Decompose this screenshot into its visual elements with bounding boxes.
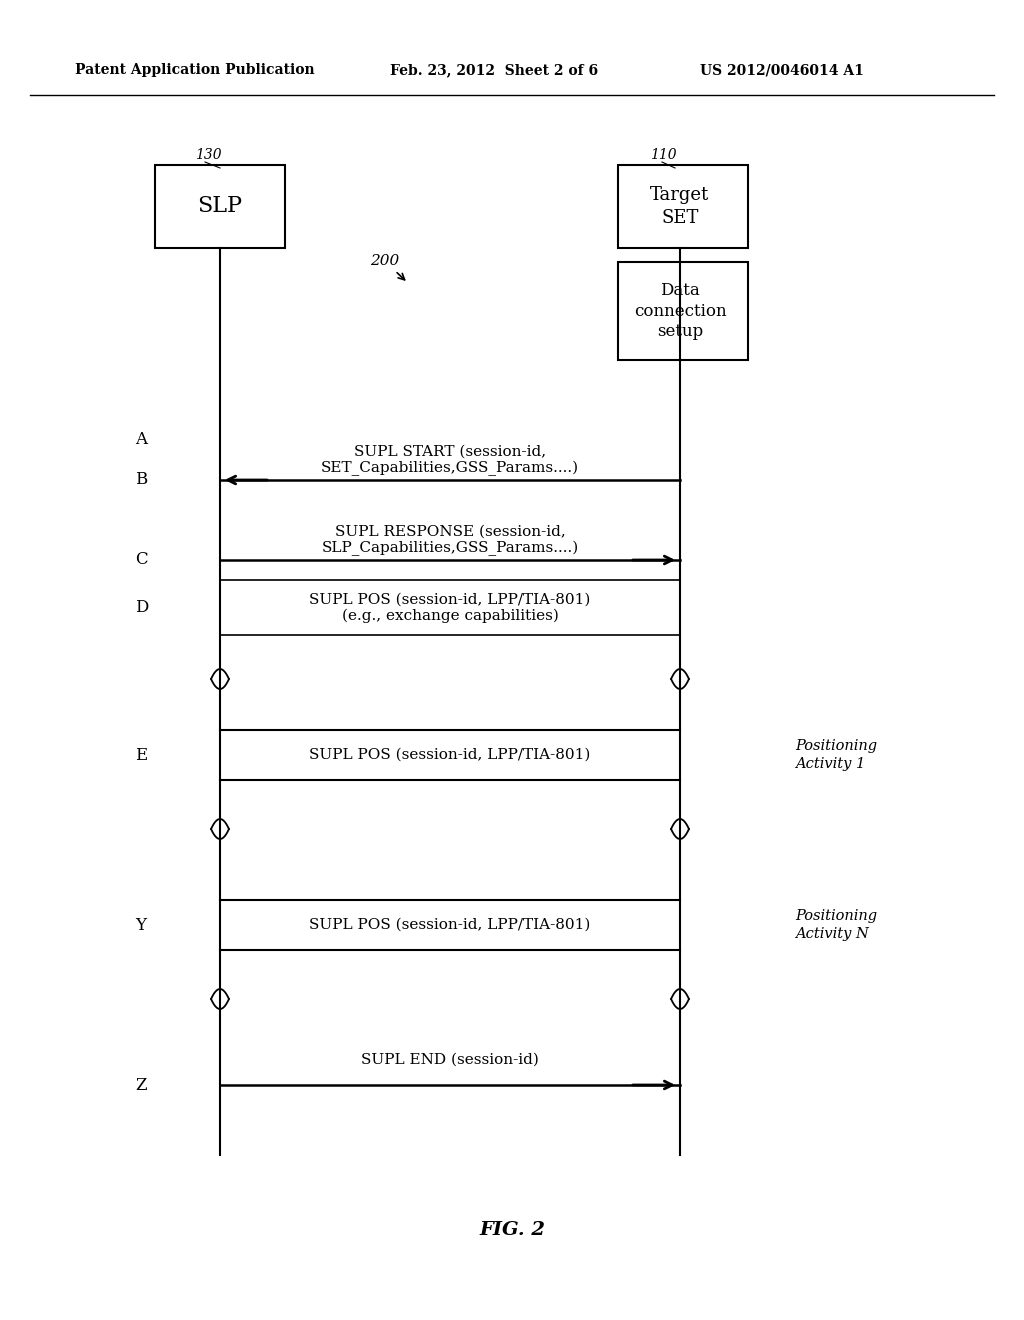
Text: Y: Y: [135, 916, 146, 933]
Text: Positioning
Activity N: Positioning Activity N: [795, 909, 878, 941]
Text: 200: 200: [370, 253, 404, 280]
Text: Data
connection
setup: Data connection setup: [634, 281, 726, 341]
Text: Target
SET: Target SET: [650, 186, 710, 227]
Text: SLP: SLP: [198, 195, 243, 218]
Text: SUPL POS (session-id, LPP/TIA-801): SUPL POS (session-id, LPP/TIA-801): [309, 748, 591, 762]
Text: Patent Application Publication: Patent Application Publication: [75, 63, 314, 77]
Text: (e.g., exchange capabilities): (e.g., exchange capabilities): [342, 609, 558, 623]
Text: A: A: [135, 432, 147, 449]
Bar: [155, 165, 285, 248]
Text: SUPL RESPONSE (session-id,: SUPL RESPONSE (session-id,: [335, 525, 565, 539]
Text: Z: Z: [135, 1077, 146, 1093]
Text: D: D: [135, 599, 148, 616]
Text: C: C: [135, 552, 147, 569]
Text: E: E: [135, 747, 147, 763]
Text: SUPL END (session-id): SUPL END (session-id): [361, 1053, 539, 1067]
Text: B: B: [135, 471, 147, 488]
Bar: [618, 261, 748, 360]
Text: Feb. 23, 2012  Sheet 2 of 6: Feb. 23, 2012 Sheet 2 of 6: [390, 63, 598, 77]
Text: 110: 110: [650, 148, 677, 162]
Text: US 2012/0046014 A1: US 2012/0046014 A1: [700, 63, 864, 77]
Text: SUPL START (session-id,: SUPL START (session-id,: [354, 445, 546, 459]
Text: SUPL POS (session-id, LPP/TIA-801): SUPL POS (session-id, LPP/TIA-801): [309, 593, 591, 606]
Text: 130: 130: [195, 148, 221, 162]
Text: SUPL POS (session-id, LPP/TIA-801): SUPL POS (session-id, LPP/TIA-801): [309, 917, 591, 932]
Text: SLP_Capabilities,GSS_Params....): SLP_Capabilities,GSS_Params....): [322, 540, 579, 556]
Text: FIG. 2: FIG. 2: [479, 1221, 545, 1239]
Bar: [618, 165, 748, 248]
Text: Positioning
Activity 1: Positioning Activity 1: [795, 739, 878, 771]
Text: SET_Capabilities,GSS_Params....): SET_Capabilities,GSS_Params....): [321, 461, 579, 475]
